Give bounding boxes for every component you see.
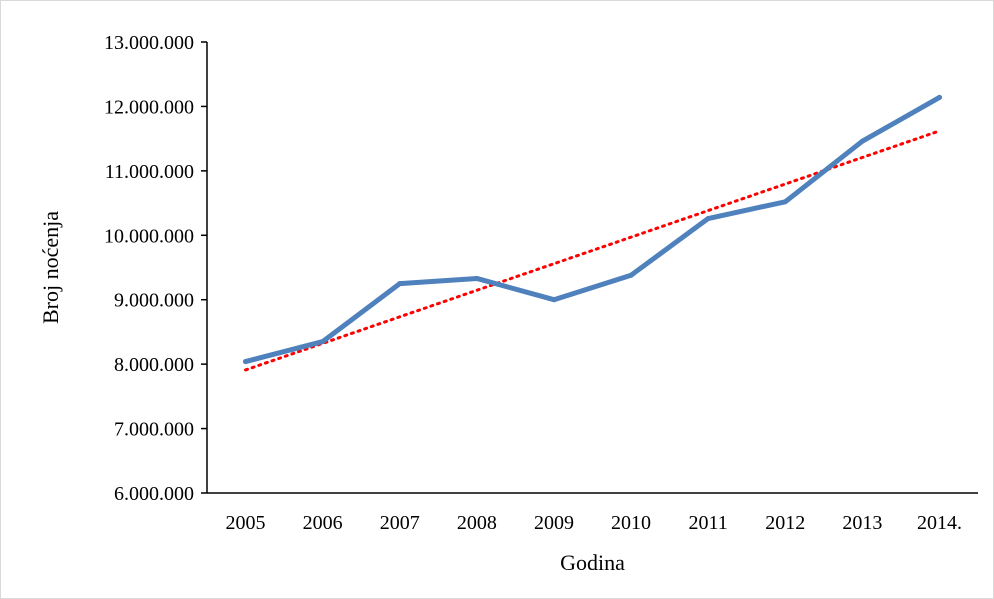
data-point (936, 94, 942, 100)
x-tick-label: 2009 (534, 512, 574, 534)
y-tick-label: 13.000.000 (104, 32, 194, 54)
data-point (397, 281, 403, 287)
data-points (243, 94, 942, 365)
series-line (243, 94, 942, 365)
x-tick-label: 2006 (303, 512, 343, 534)
y-axis-title: Broj noćenja (38, 211, 63, 324)
y-tick-label: 7.000.000 (114, 419, 194, 441)
y-tick-label: 12.000.000 (104, 96, 194, 118)
y-axis-ticks: 6.000.000 7.000.000 8.000.000 9.000.000 10.0… (104, 32, 207, 505)
x-axis-title: Godina (560, 550, 625, 575)
x-tick-label: 2007 (380, 512, 420, 534)
x-tick-label: 2008 (457, 512, 497, 534)
x-tick-label: 2013 (842, 512, 882, 534)
data-point (859, 138, 865, 144)
data-point (705, 216, 711, 222)
x-tick-label: 2011 (689, 512, 728, 534)
data-point (243, 359, 249, 365)
y-tick-label: 9.000.000 (114, 290, 194, 312)
x-tick-label: 2012 (765, 512, 805, 534)
x-tick-label: 2010 (611, 512, 651, 534)
trendline (244, 129, 941, 372)
x-tick-label: 2005 (226, 512, 266, 534)
data-point (551, 297, 557, 303)
y-tick-label: 6.000.000 (114, 483, 194, 505)
data-point (628, 272, 634, 278)
y-tick-label: 11.000.000 (105, 161, 194, 183)
axes (206, 42, 978, 494)
x-axis-ticks: 2005 2006 2007 2008 2009 2010 2011 2012 2013 2014… (226, 512, 962, 534)
y-tick-label: 10.000.000 (104, 225, 194, 247)
data-point (782, 199, 788, 205)
x-tick-label: 2014. (917, 512, 962, 534)
data-point (474, 275, 480, 281)
y-tick-label: 8.000.000 (114, 354, 194, 376)
data-point (320, 339, 326, 345)
